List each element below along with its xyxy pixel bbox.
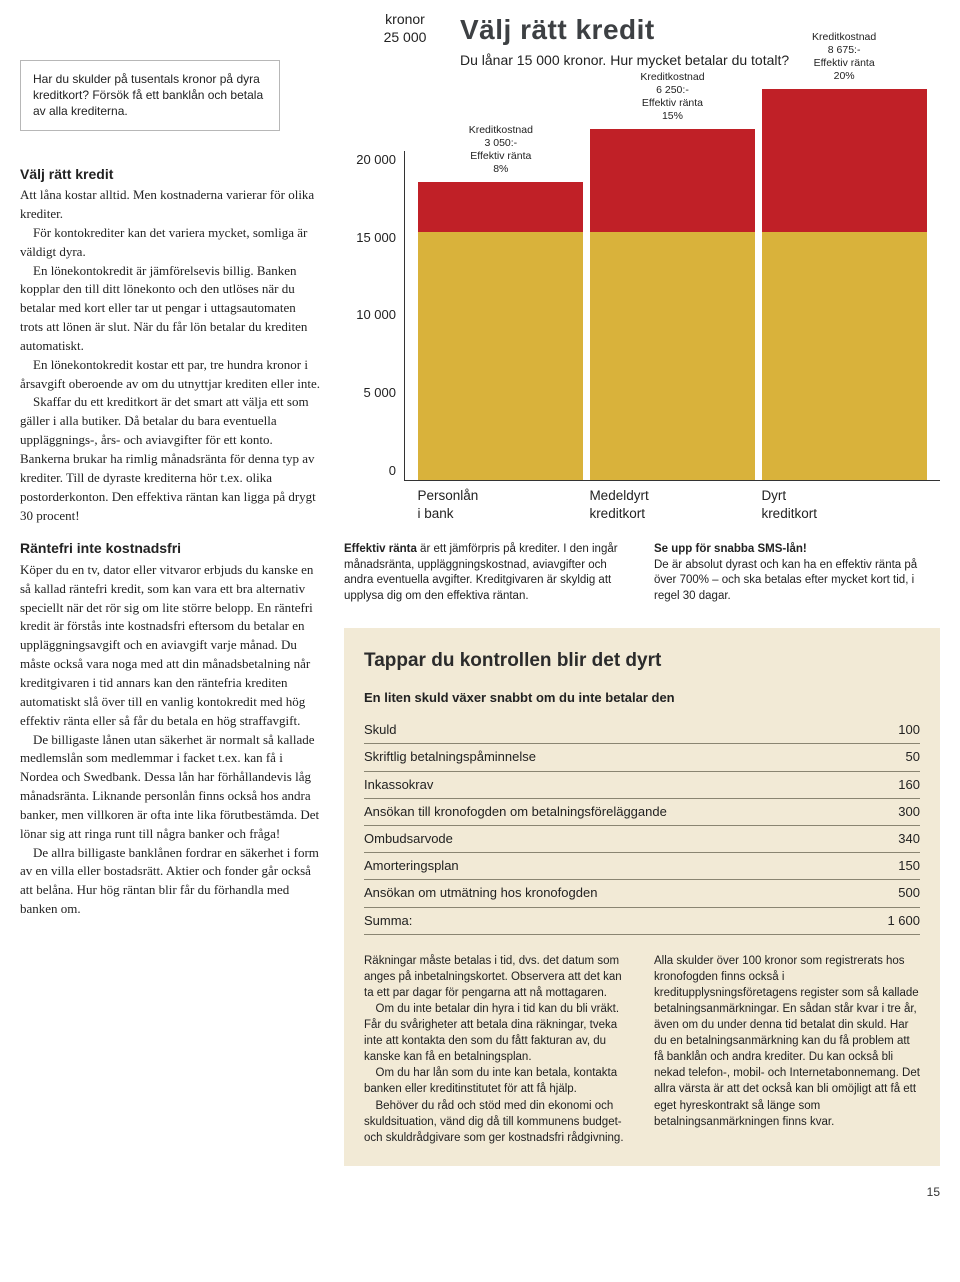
- main-row: Välj rätt kredit Att låna kostar alltid.…: [20, 151, 940, 1166]
- bar-annotation: Kreditkostnad3 050:-Effektiv ränta8%: [418, 124, 583, 177]
- panel-p: Om du inte betalar din hyra i tid kan du…: [364, 1001, 630, 1065]
- bar-segment-cost: [418, 182, 583, 232]
- footnote-left: Effektiv ränta är ett jämförpris på kred…: [344, 542, 630, 604]
- chart-y-tick: 10 000: [344, 306, 396, 324]
- chart-and-panel-column: 20 000 15 000 10 000 5 000 0 Kreditkostnad3 …: [344, 151, 940, 1166]
- article-p: Köper du en tv, dator eller vitvaror erb…: [20, 561, 320, 731]
- footnote-right-bold: Se upp för snabba SMS-lån!: [654, 543, 807, 555]
- panel-col-left: Räkningar måste betalas i tid, dvs. det …: [364, 953, 630, 1146]
- bar-annotation: Kreditkostnad6 250:-Effektiv ränta15%: [590, 71, 755, 124]
- chart-y-max: 25 000: [370, 28, 440, 46]
- table-cell-label: Summa:: [364, 907, 866, 934]
- chart-y-tick: 15 000: [344, 229, 396, 247]
- chart-y-unit: kronor 25 000: [370, 10, 440, 46]
- bar-group: Kreditkostnad6 250:-Effektiv ränta15%: [590, 129, 755, 480]
- table-row: Skuld100: [364, 717, 920, 744]
- chart-y-tick: 20 000: [344, 151, 396, 169]
- chart-plot-area: Kreditkostnad3 050:-Effektiv ränta8%Kred…: [404, 151, 940, 481]
- bar-group: Kreditkostnad3 050:-Effektiv ränta8%: [418, 182, 583, 480]
- bar-segment-principal: [590, 232, 755, 480]
- bar-segment-principal: [762, 232, 927, 480]
- panel-p: Om du har lån som du inte kan betala, ko…: [364, 1065, 630, 1097]
- bar-segment-cost: [762, 89, 927, 232]
- table-cell-label: Inkassokrav: [364, 771, 866, 798]
- bar-annotation: Kreditkostnad8 675:-Effektiv ränta20%: [762, 31, 927, 84]
- table-cell-label: Amorteringsplan: [364, 853, 866, 880]
- chart-subtitle: Du lånar 15 000 kronor. Hur mycket betal…: [460, 51, 789, 71]
- article-p: Att låna kostar alltid. Men kostnaderna …: [20, 186, 320, 224]
- article-p: En lönekontokredit kostar ett par, tre h…: [20, 356, 320, 394]
- panel-p: Alla skulder över 100 kronor som registr…: [654, 953, 920, 1130]
- table-row: Inkassokrav160: [364, 771, 920, 798]
- bar: Kreditkostnad3 050:-Effektiv ränta8%: [418, 182, 583, 480]
- chart-bars: Kreditkostnad3 050:-Effektiv ränta8%Kred…: [405, 151, 940, 480]
- table-row: Ansökan till kronofogden om betalningsfö…: [364, 798, 920, 825]
- chart-y-tick: 0: [344, 462, 396, 480]
- article-p: Skaffar du ett kreditkort är det smart a…: [20, 393, 320, 525]
- table-cell-value: 100: [866, 717, 920, 744]
- table-cell-label: Skriftlig betalningspåminnelse: [364, 744, 866, 771]
- bar-chart: 20 000 15 000 10 000 5 000 0 Kreditkostnad3 …: [344, 151, 940, 481]
- footnote-right-text: De är absolut dyrast och kan ha en effek…: [654, 559, 917, 602]
- table-cell-label: Ansökan till kronofogden om betalningsfö…: [364, 798, 866, 825]
- bar-segment-principal: [418, 232, 583, 480]
- panel-p: Behöver du råd och stöd med din ekonomi …: [364, 1098, 630, 1146]
- panel-p: Räkningar måste betalas i tid, dvs. det …: [364, 953, 630, 1001]
- chart-footnotes: Effektiv ränta är ett jämförpris på kred…: [344, 542, 940, 604]
- info-panel: Tappar du kontrollen blir det dyrt En li…: [344, 628, 940, 1165]
- panel-col-right: Alla skulder över 100 kronor som registr…: [654, 953, 920, 1146]
- table-cell-value: 1 600: [866, 907, 920, 934]
- panel-title: Tappar du kontrollen blir det dyrt: [364, 648, 920, 675]
- chart-title: Välj rätt kredit: [460, 10, 789, 49]
- table-row: Amorteringsplan150: [364, 853, 920, 880]
- article-column: Välj rätt kredit Att låna kostar alltid.…: [20, 151, 320, 1166]
- table-cell-value: 50: [866, 744, 920, 771]
- bar: Kreditkostnad6 250:-Effektiv ränta15%: [590, 129, 755, 480]
- article-heading-2: Räntefri inte kostnadsfri: [20, 539, 320, 559]
- bar: Kreditkostnad8 675:-Effektiv ränta20%: [762, 89, 927, 480]
- footnote-left-bold: Effektiv ränta: [344, 543, 417, 555]
- article-heading-1: Välj rätt kredit: [20, 165, 320, 185]
- article-p: De allra billigaste banklånen fordrar en…: [20, 844, 320, 919]
- chart-x-label: Personlåni bank: [417, 487, 582, 525]
- chart-x-label: Dyrtkreditkort: [761, 487, 926, 525]
- table-row: Skriftlig betalningspåminnelse50: [364, 744, 920, 771]
- chart-y-tick: 5 000: [344, 384, 396, 402]
- bar-group: Kreditkostnad8 675:-Effektiv ränta20%: [762, 89, 927, 480]
- table-cell-value: 500: [866, 880, 920, 907]
- table-cell-label: Ombudsarvode: [364, 825, 866, 852]
- article-p: En lönekontokredit är jämförelsevis bill…: [20, 262, 320, 356]
- table-cell-value: 300: [866, 798, 920, 825]
- bar-segment-cost: [590, 129, 755, 232]
- table-cell-value: 150: [866, 853, 920, 880]
- table-row: Ansökan om utmätning hos kronofogden500: [364, 880, 920, 907]
- table-cell-value: 160: [866, 771, 920, 798]
- callout-box: Har du skulder på tusentals kronor på dy…: [20, 60, 280, 131]
- table-row: Summa:1 600: [364, 907, 920, 934]
- table-row: Ombudsarvode340: [364, 825, 920, 852]
- article-p: För kontokrediter kan det variera mycket…: [20, 224, 320, 262]
- chart-y-ticks: 20 000 15 000 10 000 5 000 0: [344, 151, 404, 481]
- panel-columns: Räkningar måste betalas i tid, dvs. det …: [364, 953, 920, 1146]
- panel-subtitle: En liten skuld växer snabbt om du inte b…: [364, 689, 920, 707]
- page-number: 15: [20, 1184, 940, 1201]
- chart-y-unit-label: kronor: [370, 10, 440, 28]
- article-p: De billigaste lånen utan säkerhet är nor…: [20, 731, 320, 844]
- table-cell-label: Skuld: [364, 717, 866, 744]
- table-cell-label: Ansökan om utmätning hos kronofogden: [364, 880, 866, 907]
- footnote-right: Se upp för snabba SMS-lån! De är absolut…: [654, 542, 940, 604]
- chart-x-labels: Personlåni bankMedeldyrtkreditkortDyrtkr…: [404, 481, 940, 525]
- chart-x-label: Medeldyrtkreditkort: [589, 487, 754, 525]
- table-cell-value: 340: [866, 825, 920, 852]
- cost-table: Skuld100Skriftlig betalningspåminnelse50…: [364, 717, 920, 935]
